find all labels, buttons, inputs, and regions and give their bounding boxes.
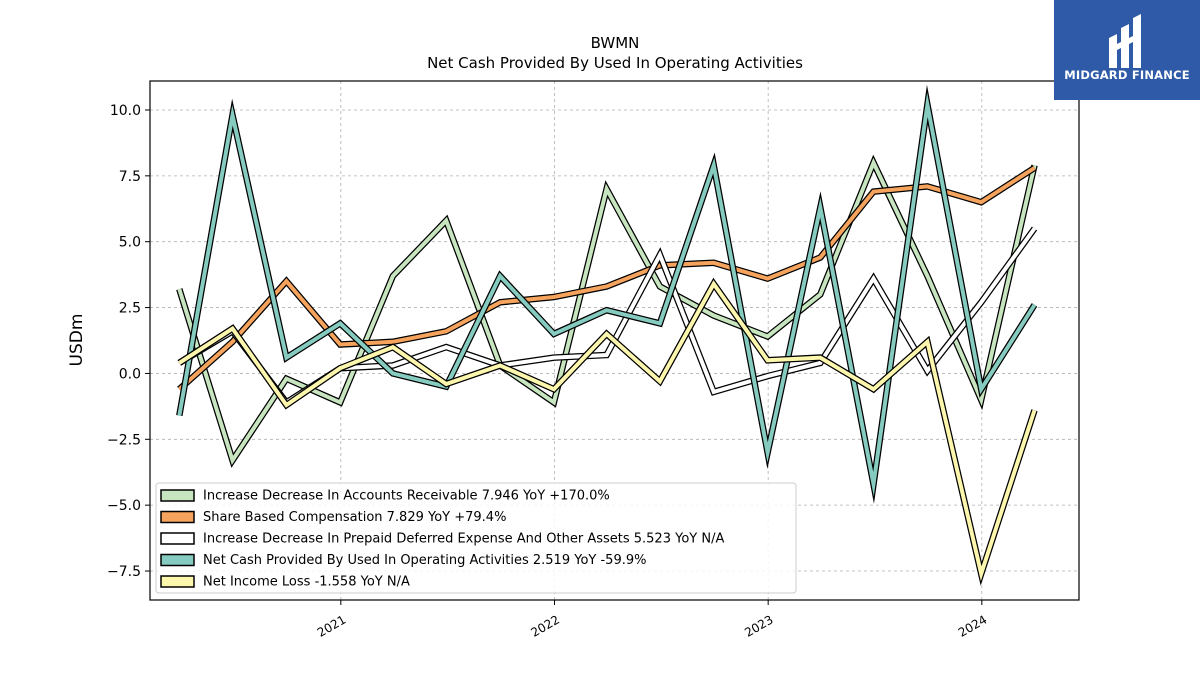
logo-mark-icon [1109, 14, 1141, 68]
x-tick-label: 2022 [529, 612, 562, 639]
y-tick-label: 7.5 [119, 169, 141, 185]
series-line [177, 92, 1037, 497]
y-tick-label: 10.0 [110, 103, 141, 119]
series-line [178, 280, 1037, 582]
y-tick-label: 0.0 [119, 366, 141, 382]
plot-frame [149, 80, 1080, 601]
legend-entry: Increase Decrease In Accounts Receivable… [203, 489, 610, 504]
legend-swatch [160, 575, 195, 588]
logo: MIDGARD FINANCE [1054, 0, 1200, 100]
series-4 [177, 277, 1038, 586]
legend-box [155, 482, 797, 594]
chart-title: BWMN [591, 34, 640, 52]
x-tick-label: 2024 [956, 612, 989, 639]
y-tick-label: 2.5 [119, 301, 141, 317]
series-1 [177, 165, 1037, 392]
legend-swatch [160, 489, 195, 502]
logo-text: MIDGARD FINANCE [1064, 68, 1190, 82]
legend: Increase Decrease In Accounts Receivable… [155, 482, 797, 594]
legend-swatch [160, 553, 195, 567]
y-axis: 10.0 7.5 5.0 2.5 0.0 −2.5 −5.0 −7.5 [107, 103, 150, 580]
y-tick-label: 5.0 [119, 235, 141, 251]
x-tick-label: 2021 [315, 612, 348, 639]
series-3 [176, 84, 1038, 504]
legend-entry: Increase Decrease In Prepaid Deferred Ex… [203, 532, 724, 547]
y-tick-label: −5.0 [107, 498, 141, 514]
legend-swatch [160, 532, 195, 545]
legend-entry: Net Income Loss -1.558 YoY N/A [203, 575, 410, 590]
series-line-outline [176, 84, 1038, 504]
series-layer [176, 84, 1038, 586]
y-tick-label: −7.5 [107, 564, 141, 580]
legend-swatch [160, 510, 195, 524]
y-axis-label: USDm [67, 314, 87, 367]
y-tick-label: −2.5 [107, 432, 141, 448]
chart-subtitle: Net Cash Provided By Used In Operating A… [427, 54, 803, 72]
series-line [177, 166, 1036, 391]
x-axis: 2021 2022 2023 2024 [315, 600, 989, 640]
x-tick-label: 2023 [742, 612, 775, 639]
legend-entry: Share Based Compensation 7.829 YoY +79.4… [203, 510, 506, 525]
series-line [177, 157, 1037, 466]
legend-entry: Net Cash Provided By Used In Operating A… [203, 553, 646, 568]
series-0 [176, 154, 1038, 468]
